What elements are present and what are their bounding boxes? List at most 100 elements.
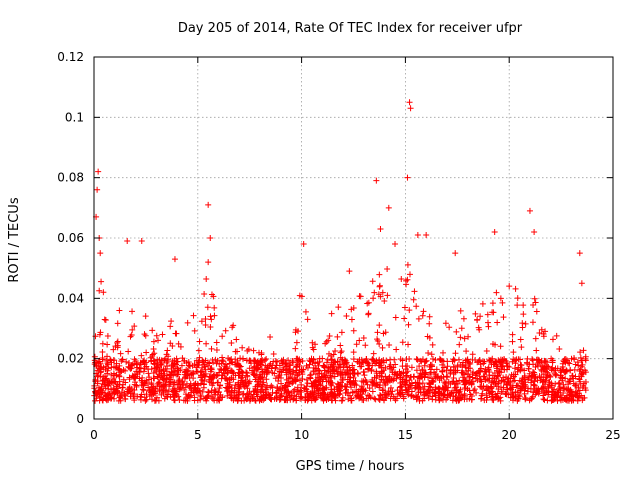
- data-point: [302, 308, 309, 315]
- data-point: [490, 379, 497, 386]
- data-point: [325, 337, 332, 344]
- data-point: [528, 395, 535, 402]
- data-point: [555, 389, 562, 396]
- data-point: [442, 320, 449, 327]
- data-point: [552, 392, 559, 399]
- data-point: [521, 387, 528, 394]
- data-point: [481, 373, 488, 380]
- data-point: [479, 300, 486, 307]
- data-point: [96, 331, 103, 338]
- data-point: [294, 384, 301, 391]
- data-point: [577, 354, 584, 361]
- data-point: [498, 377, 505, 384]
- data-point: [534, 377, 541, 384]
- data-point: [371, 374, 378, 381]
- data-point: [323, 394, 330, 401]
- data-point: [413, 356, 420, 363]
- data-point: [213, 360, 220, 367]
- data-point: [110, 346, 117, 353]
- data-point: [556, 379, 563, 386]
- data-point: [520, 302, 527, 309]
- data-point: [514, 295, 521, 302]
- data-point: [207, 313, 214, 320]
- data-point: [333, 365, 340, 372]
- data-point: [103, 357, 110, 364]
- data-point: [132, 379, 139, 386]
- data-point: [423, 231, 430, 238]
- data-point: [533, 347, 540, 354]
- y-tick-label: 0.12: [57, 50, 84, 64]
- data-point: [349, 388, 356, 395]
- data-point: [95, 384, 102, 391]
- data-point: [125, 348, 132, 355]
- data-point: [202, 366, 209, 373]
- data-point: [531, 295, 538, 302]
- data-point: [429, 377, 436, 384]
- data-point: [204, 359, 211, 366]
- data-point: [94, 373, 101, 380]
- data-point: [533, 308, 540, 315]
- data-point: [200, 371, 207, 378]
- data-point: [334, 358, 341, 365]
- data-point: [413, 367, 420, 374]
- data-point: [381, 297, 388, 304]
- data-point: [99, 397, 106, 404]
- data-point: [512, 371, 519, 378]
- data-point: [552, 372, 559, 379]
- data-point: [370, 350, 377, 357]
- data-point: [486, 390, 493, 397]
- data-point: [275, 374, 282, 381]
- data-point: [559, 360, 566, 367]
- data-point: [307, 374, 314, 381]
- data-point: [397, 356, 404, 363]
- data-point: [489, 375, 496, 382]
- data-point: [160, 389, 167, 396]
- data-point: [369, 362, 376, 369]
- data-point: [490, 309, 497, 316]
- data-point: [411, 373, 418, 380]
- data-point: [343, 312, 350, 319]
- data-point: [387, 384, 394, 391]
- data-point: [119, 384, 126, 391]
- data-point: [360, 334, 367, 341]
- data-point: [570, 375, 577, 382]
- data-point: [578, 280, 585, 287]
- data-point: [299, 357, 306, 364]
- data-point: [350, 305, 357, 312]
- data-point: [306, 357, 313, 364]
- data-point: [520, 311, 527, 318]
- data-point: [408, 388, 415, 395]
- data-point: [477, 313, 484, 320]
- data-point: [392, 241, 399, 248]
- data-point: [376, 322, 383, 329]
- data-point: [406, 99, 413, 106]
- data-point: [235, 381, 242, 388]
- data-point: [286, 366, 293, 373]
- data-point: [104, 370, 111, 377]
- data-point: [529, 372, 536, 379]
- data-point: [533, 385, 540, 392]
- data-point: [532, 299, 539, 306]
- data-point: [370, 357, 377, 364]
- data-point: [114, 339, 121, 346]
- data-point: [150, 338, 157, 345]
- data-point: [483, 386, 490, 393]
- data-point: [208, 316, 215, 323]
- data-point: [406, 307, 413, 314]
- data-point: [402, 386, 409, 393]
- data-point: [450, 374, 457, 381]
- data-point: [458, 325, 465, 332]
- data-point: [184, 369, 191, 376]
- data-point: [449, 358, 456, 365]
- data-point: [187, 382, 194, 389]
- data-point: [217, 365, 224, 372]
- data-point: [229, 359, 236, 366]
- data-point: [397, 371, 404, 378]
- data-point: [101, 316, 108, 323]
- data-point: [571, 366, 578, 373]
- data-point: [556, 345, 563, 352]
- data-point: [439, 368, 446, 375]
- data-point: [392, 397, 399, 404]
- data-point: [457, 334, 464, 341]
- data-point: [446, 324, 453, 331]
